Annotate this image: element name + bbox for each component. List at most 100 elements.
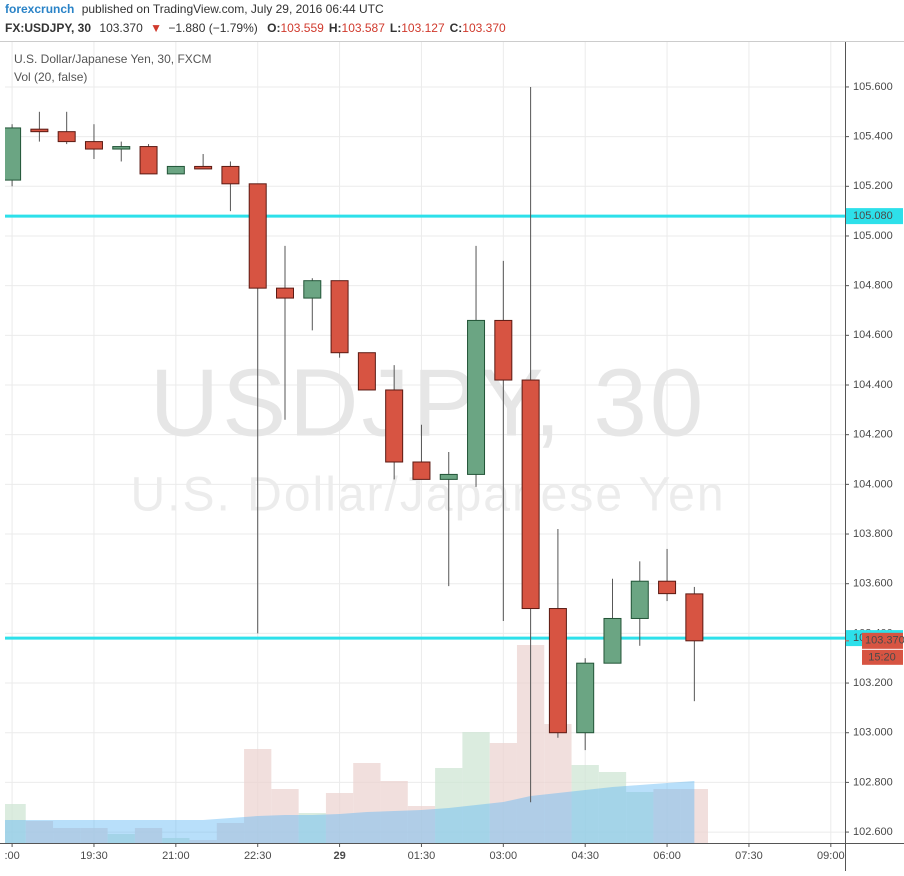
volume-bar	[353, 763, 381, 843]
volume-bar	[189, 840, 217, 843]
last-price-label: 103.370	[865, 635, 904, 647]
x-tick-label: 03:00	[490, 850, 518, 862]
x-tick-label: 22:30	[244, 850, 272, 862]
ohlc-key: C:	[450, 21, 463, 35]
hline-label: 105.080	[853, 210, 893, 222]
arrow: ▼	[150, 21, 162, 35]
legend-item: Vol (20, false)	[14, 70, 87, 84]
y-tick-label: 104.000	[853, 478, 893, 490]
x-tick-label: 09:00	[817, 850, 845, 862]
ohlc-value: 103.370	[462, 21, 506, 35]
volume-bar	[435, 768, 463, 843]
header: forexcrunch published on TradingView.com…	[5, 2, 384, 16]
y-tick-label: 105.200	[853, 180, 893, 192]
x-tick-label: 21:00	[162, 850, 190, 862]
volume-bar	[271, 789, 299, 843]
candle-body	[57, 131, 76, 143]
author[interactable]: forexcrunch	[5, 2, 74, 16]
countdown: 15:20	[868, 652, 896, 664]
published: published on TradingView.com, July 29, 2…	[82, 2, 384, 16]
ohlc-value: 103.127	[401, 21, 445, 35]
candle-body	[357, 352, 376, 391]
candle-body	[112, 146, 131, 150]
volume-bar	[298, 813, 326, 843]
volume-bar	[544, 724, 572, 843]
candle-body	[330, 280, 349, 354]
y-tick-label: 103.800	[853, 528, 893, 540]
y-tick-label: 104.200	[853, 429, 893, 441]
countdown-bg	[862, 649, 903, 665]
y-tick-label: 104.400	[853, 379, 893, 391]
candle-body	[385, 389, 404, 463]
y-tick-label: 104.600	[853, 329, 893, 341]
x-tick-label: 07:30	[735, 850, 763, 862]
change: −1.880 (−1.79%)	[168, 21, 257, 35]
x-tick-label: 19:30	[80, 850, 108, 862]
symbol: FX:USDJPY, 30	[5, 21, 91, 35]
x-tick-label: 06:00	[653, 850, 681, 862]
ohlc-value: 103.559	[280, 21, 324, 35]
candle-body	[439, 473, 458, 480]
last-price-bg	[862, 632, 903, 649]
y-tick-label: 105.400	[853, 131, 893, 143]
watermark: USDJPY, 30	[150, 349, 707, 456]
y-tick-label: 105.600	[853, 81, 893, 93]
x-tick-label: 01:30	[408, 850, 436, 862]
y-tick-label: 104.800	[853, 280, 893, 292]
legend-item: U.S. Dollar/Japanese Yen, 30, FXCM	[14, 52, 211, 66]
volume-ma-area	[5, 781, 695, 843]
volume-bar	[489, 743, 517, 843]
candle-body	[303, 280, 322, 299]
candle-body	[412, 461, 431, 480]
y-tick-label: 102.800	[853, 776, 893, 788]
volume-bar	[626, 792, 654, 843]
volume-bar	[107, 834, 135, 843]
candle-body	[30, 128, 49, 133]
volume-bar	[380, 781, 408, 843]
volume-bar	[680, 789, 709, 843]
volume-bar	[134, 828, 163, 843]
volume-bar	[407, 806, 436, 843]
axes: 102.600102.800103.000103.200103.400103.6…	[4, 81, 904, 862]
volume-bar	[80, 828, 108, 843]
y-tick-label: 105.000	[853, 230, 893, 242]
candle-body	[139, 146, 158, 175]
volume-bar	[325, 793, 354, 843]
symbol-line: FX:USDJPY, 30 103.370 ▼ −1.880 (−1.79%) …	[5, 21, 506, 35]
candle-body	[576, 662, 595, 734]
candle-body	[248, 183, 267, 289]
volume-bar	[5, 804, 26, 843]
volume-bar	[244, 749, 272, 843]
y-tick-label: 103.000	[853, 727, 893, 739]
volume-bar	[25, 821, 54, 843]
ohlc-key: L:	[390, 21, 401, 35]
candle-body	[603, 617, 622, 664]
candle-body	[194, 165, 213, 170]
volume-bar	[462, 732, 490, 843]
x-tick-label: 04:30	[571, 850, 599, 862]
volume-bar	[653, 789, 681, 843]
y-tick-label: 102.600	[853, 826, 893, 838]
candle-body	[5, 127, 22, 181]
candle-body	[467, 319, 486, 475]
x-tick-label: :00	[4, 850, 19, 862]
candle-body	[521, 379, 540, 610]
y-tick-label: 103.600	[853, 578, 893, 590]
ohlc-key: H:	[329, 21, 342, 35]
volume-bar	[216, 823, 245, 843]
candle-body	[658, 580, 677, 595]
candle-body	[221, 165, 240, 185]
volume-bar	[598, 772, 627, 843]
volume-bar	[571, 765, 599, 843]
y-tick-label: 103.200	[853, 677, 893, 689]
x-tick-label: 29	[333, 850, 345, 862]
last: 103.370	[99, 21, 143, 35]
candle-body	[548, 608, 567, 734]
ohlc-value: 103.587	[342, 21, 386, 35]
volume-bar	[53, 828, 81, 843]
ohlc: O:103.559 H:103.587 L:103.127 C:103.370	[267, 21, 506, 35]
candle-body	[84, 141, 103, 150]
candle-body	[166, 165, 185, 175]
plot: USDJPY, 30U.S. Dollar/Japanese Yen	[5, 42, 845, 843]
